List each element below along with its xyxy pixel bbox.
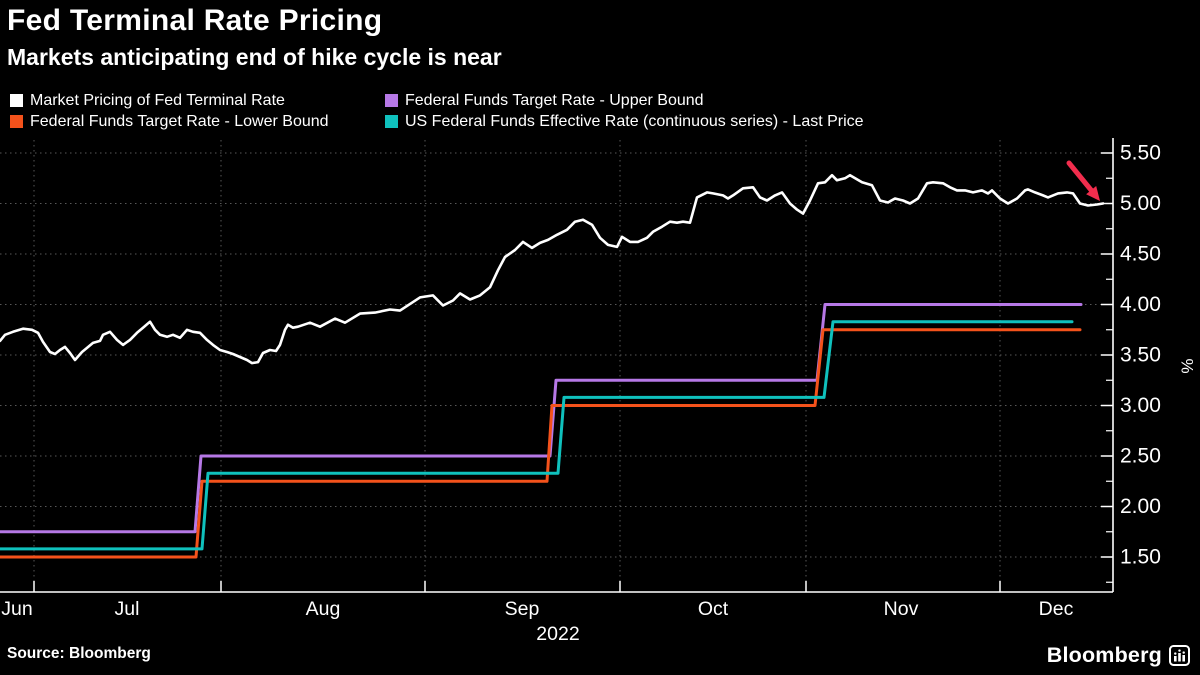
legend-swatch bbox=[385, 115, 398, 128]
page-title: Fed Terminal Rate Pricing bbox=[7, 4, 383, 37]
page-subtitle: Markets anticipating end of hike cycle i… bbox=[7, 44, 502, 70]
legend-label: Market Pricing of Fed Terminal Rate bbox=[30, 91, 285, 109]
series-federal-funds-target-rate-lower-bound bbox=[0, 328, 1082, 559]
bar-chart-logo-icon bbox=[1169, 645, 1190, 666]
legend-item-lower-bound: Federal Funds Target Rate - Lower Bound bbox=[10, 111, 385, 132]
y-axis-label: 3.50 bbox=[1120, 344, 1161, 367]
x-axis-label: Jun bbox=[1, 598, 32, 620]
y-axis-label: 2.00 bbox=[1120, 495, 1161, 518]
y-axis-label: 1.50 bbox=[1120, 546, 1161, 569]
y-axis-label: 5.50 bbox=[1120, 142, 1161, 165]
y-axis-label: 4.00 bbox=[1120, 293, 1161, 316]
x-axis-label: Aug bbox=[306, 598, 341, 620]
y-axis-label: 5.00 bbox=[1120, 192, 1161, 215]
legend-swatch bbox=[10, 94, 23, 107]
y-axis-label: 2.50 bbox=[1120, 445, 1161, 468]
annotation-arrow-head bbox=[1086, 186, 1100, 201]
x-axis-label: Nov bbox=[884, 598, 919, 620]
legend-swatch bbox=[10, 115, 23, 128]
legend-item-effective-rate: US Federal Funds Effective Rate (continu… bbox=[385, 111, 864, 132]
annotation-arrow-shaft bbox=[1066, 160, 1097, 196]
legend-swatch bbox=[385, 94, 398, 107]
legend-item-market-pricing: Market Pricing of Fed Terminal Rate bbox=[10, 90, 385, 111]
source-label: Source: Bloomberg bbox=[7, 645, 151, 662]
x-axis-label: Jul bbox=[115, 598, 140, 620]
x-axis-label: Oct bbox=[698, 598, 729, 620]
y-axis-label: 3.00 bbox=[1120, 394, 1161, 417]
series-federal-funds-target-rate-upper-bound bbox=[0, 303, 1083, 534]
y-axis-unit-label: % bbox=[1178, 358, 1197, 373]
year-label: 2022 bbox=[536, 623, 579, 645]
series-us-federal-funds-effective-rate-continuous-series-last-price bbox=[0, 320, 1074, 551]
legend-label: Federal Funds Target Rate - Lower Bound bbox=[30, 112, 329, 130]
x-axis-label: Dec bbox=[1039, 598, 1074, 620]
x-axis-label: Sep bbox=[505, 598, 540, 620]
legend-label: Federal Funds Target Rate - Upper Bound bbox=[405, 91, 704, 109]
legend-label: US Federal Funds Effective Rate (continu… bbox=[405, 112, 864, 130]
y-axis-label: 4.50 bbox=[1120, 243, 1161, 266]
bloomberg-brand: Bloomberg bbox=[1047, 643, 1190, 668]
legend-item-upper-bound: Federal Funds Target Rate - Upper Bound bbox=[385, 90, 864, 111]
bloomberg-wordmark: Bloomberg bbox=[1046, 643, 1162, 667]
series-market-pricing-of-fed-terminal-rate bbox=[0, 173, 1105, 365]
chart-legend: Market Pricing of Fed Terminal Rate Fede… bbox=[10, 90, 864, 132]
